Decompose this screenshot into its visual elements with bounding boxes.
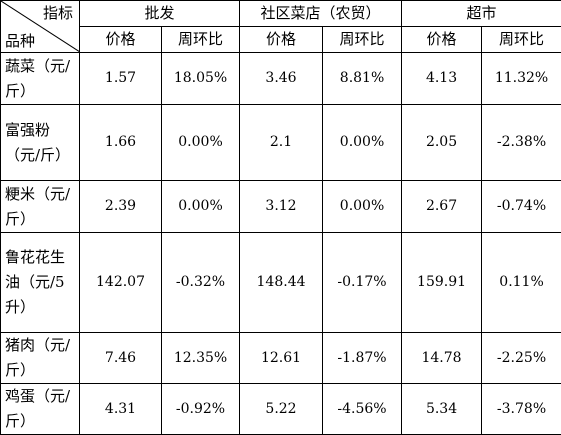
subcol-price: 价格 [402,27,482,53]
table-row: 猪肉（元/斤） 7.46 12.35% 12.61 -1.87% 14.78 -… [1,333,561,384]
row-name: 粳米（元/斤） [1,181,80,233]
header-row-subcols: 价格 周环比 价格 周环比 价格 周环比 [1,27,561,53]
row-name: 蔬菜（元/斤） [1,53,80,105]
cell-value: 3.12 [240,181,323,233]
subcol-price: 价格 [240,27,323,53]
table-row: 鲁花花生油（元/5升） 142.07 -0.32% 148.44 -0.17% … [1,233,561,333]
row-name: 富强粉（元/斤） [1,105,80,181]
row-name: 鸡蛋（元/斤） [1,384,80,435]
cell-value: 0.00% [162,105,240,181]
cell-value: 0.11% [482,233,561,333]
corner-cell: 指标 品种 [1,1,80,53]
cell-value: -0.17% [323,233,402,333]
cell-value: 2.39 [80,181,162,233]
cell-value: 14.78 [402,333,482,384]
cell-value: -3.78% [482,384,561,435]
table-row: 富强粉（元/斤） 1.66 0.00% 2.1 0.00% 2.05 -2.38… [1,105,561,181]
subcol-change: 周环比 [162,27,240,53]
group-header-supermarket: 超市 [402,1,561,27]
corner-label-variety: 品种 [5,30,35,52]
subcol-price: 价格 [80,27,162,53]
cell-value: 2.05 [402,105,482,181]
cell-value: 5.22 [240,384,323,435]
cell-value: 4.13 [402,53,482,105]
cell-value: 0.00% [323,181,402,233]
cell-value: 7.46 [80,333,162,384]
cell-value: 11.32% [482,53,561,105]
cell-value: -2.25% [482,333,561,384]
cell-value: -0.32% [162,233,240,333]
cell-value: 2.1 [240,105,323,181]
corner-label-indicator: 指标 [43,2,73,24]
cell-value: -4.56% [323,384,402,435]
cell-value: 1.66 [80,105,162,181]
subcol-change: 周环比 [482,27,561,53]
group-header-wholesale: 批发 [80,1,240,27]
cell-value: -2.38% [482,105,561,181]
cell-value: -1.87% [323,333,402,384]
cell-value: 3.46 [240,53,323,105]
cell-value: 159.91 [402,233,482,333]
cell-value: 2.67 [402,181,482,233]
cell-value: 18.05% [162,53,240,105]
table-row: 蔬菜（元/斤） 1.57 18.05% 3.46 8.81% 4.13 11.3… [1,53,561,105]
cell-value: 12.61 [240,333,323,384]
row-name: 猪肉（元/斤） [1,333,80,384]
table-row: 鸡蛋（元/斤） 4.31 -0.92% 5.22 -4.56% 5.34 -3.… [1,384,561,435]
cell-value: 1.57 [80,53,162,105]
cell-value: 0.00% [323,105,402,181]
row-name: 鲁花花生油（元/5升） [1,233,80,333]
cell-value: -0.92% [162,384,240,435]
subcol-change: 周环比 [323,27,402,53]
cell-value: 8.81% [323,53,402,105]
cell-value: 12.35% [162,333,240,384]
header-row-groups: 指标 品种 批发 社区菜店（农贸） 超市 [1,1,561,27]
cell-value: -0.74% [482,181,561,233]
cell-value: 142.07 [80,233,162,333]
cell-value: 4.31 [80,384,162,435]
table-row: 粳米（元/斤） 2.39 0.00% 3.12 0.00% 2.67 -0.74… [1,181,561,233]
cell-value: 5.34 [402,384,482,435]
cell-value: 148.44 [240,233,323,333]
group-header-community-store: 社区菜店（农贸） [240,1,402,27]
cell-value: 0.00% [162,181,240,233]
